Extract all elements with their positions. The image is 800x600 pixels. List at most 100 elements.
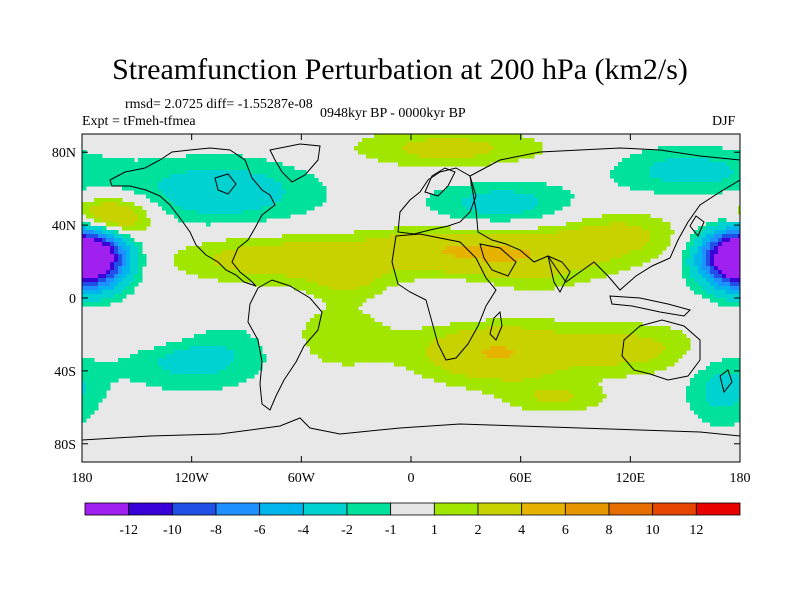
field-cell <box>314 318 319 323</box>
field-cell <box>530 378 535 383</box>
field-cell <box>390 330 395 335</box>
field-cell <box>402 158 407 163</box>
field-cell <box>354 290 359 295</box>
field-cell <box>430 230 435 235</box>
field-cell <box>262 246 267 251</box>
field-cell <box>606 234 611 239</box>
field-cell <box>434 358 439 363</box>
field-cell <box>602 322 607 327</box>
field-cell <box>458 370 463 375</box>
field-cell <box>174 162 179 167</box>
field-cell <box>102 210 107 215</box>
field-cell <box>410 138 415 143</box>
field-cell <box>130 170 135 175</box>
field-cell <box>246 266 251 271</box>
field-cell <box>522 318 527 323</box>
field-cell <box>222 202 227 207</box>
field-cell <box>114 286 119 291</box>
field-cell <box>598 330 603 335</box>
field-cell <box>474 334 479 339</box>
field-cell <box>370 358 375 363</box>
field-cell <box>374 134 379 139</box>
field-cell <box>498 146 503 151</box>
field-cell <box>230 218 235 223</box>
field-cell <box>594 330 599 335</box>
field-cell <box>542 374 547 379</box>
field-cell <box>214 262 219 267</box>
field-cell <box>134 354 139 359</box>
field-cell <box>542 226 547 231</box>
field-cell <box>562 390 567 395</box>
field-cell <box>418 330 423 335</box>
field-cell <box>178 366 183 371</box>
field-cell <box>214 174 219 179</box>
field-cell <box>542 390 547 395</box>
field-cell <box>330 338 335 343</box>
field-cell <box>522 230 527 235</box>
field-cell <box>482 182 487 187</box>
field-cell <box>554 202 559 207</box>
field-cell <box>542 394 547 399</box>
field-cell <box>378 254 383 259</box>
field-cell <box>442 326 447 331</box>
field-cell <box>342 242 347 247</box>
field-cell <box>102 386 107 391</box>
field-cell <box>126 226 131 231</box>
field-cell <box>410 134 415 139</box>
field-cell <box>174 374 179 379</box>
field-cell <box>110 234 115 239</box>
field-cell <box>278 214 283 219</box>
field-cell <box>574 374 579 379</box>
field-cell <box>466 334 471 339</box>
field-cell <box>322 354 327 359</box>
field-cell <box>458 210 463 215</box>
field-cell <box>162 366 167 371</box>
field-cell <box>602 354 607 359</box>
field-cell <box>446 262 451 267</box>
field-cell <box>314 338 319 343</box>
field-cell <box>114 374 119 379</box>
field-cell <box>522 330 527 335</box>
field-cell <box>506 330 511 335</box>
field-cell <box>314 178 319 183</box>
field-cell <box>414 254 419 259</box>
field-cell <box>498 394 503 399</box>
field-cell <box>502 366 507 371</box>
field-cell <box>450 206 455 211</box>
field-cell <box>518 194 523 199</box>
field-cell <box>514 190 519 195</box>
field-cell <box>390 138 395 143</box>
field-cell <box>518 326 523 331</box>
field-cell <box>342 258 347 263</box>
field-cell <box>406 150 411 155</box>
field-cell <box>102 162 107 167</box>
field-cell <box>394 362 399 367</box>
field-cell <box>506 210 511 215</box>
field-cell <box>130 242 135 247</box>
field-cell <box>486 154 491 159</box>
field-cell <box>178 254 183 259</box>
field-cell <box>478 258 483 263</box>
field-cell <box>362 346 367 351</box>
field-cell <box>234 378 239 383</box>
field-cell <box>414 246 419 251</box>
field-cell <box>582 402 587 407</box>
field-cell <box>474 142 479 147</box>
field-cell <box>218 202 223 207</box>
field-cell <box>254 282 259 287</box>
field-cell <box>510 398 515 403</box>
field-cell <box>494 150 499 155</box>
field-cell <box>502 270 507 275</box>
field-cell <box>462 162 467 167</box>
field-cell <box>406 274 411 279</box>
field-cell <box>106 386 111 391</box>
field-cell <box>442 150 447 155</box>
field-cell <box>482 214 487 219</box>
field-cell <box>562 362 567 367</box>
field-cell <box>206 198 211 203</box>
field-cell <box>122 182 127 187</box>
field-cell <box>402 266 407 271</box>
field-cell <box>490 278 495 283</box>
field-cell <box>334 258 339 263</box>
field-cell <box>250 162 255 167</box>
